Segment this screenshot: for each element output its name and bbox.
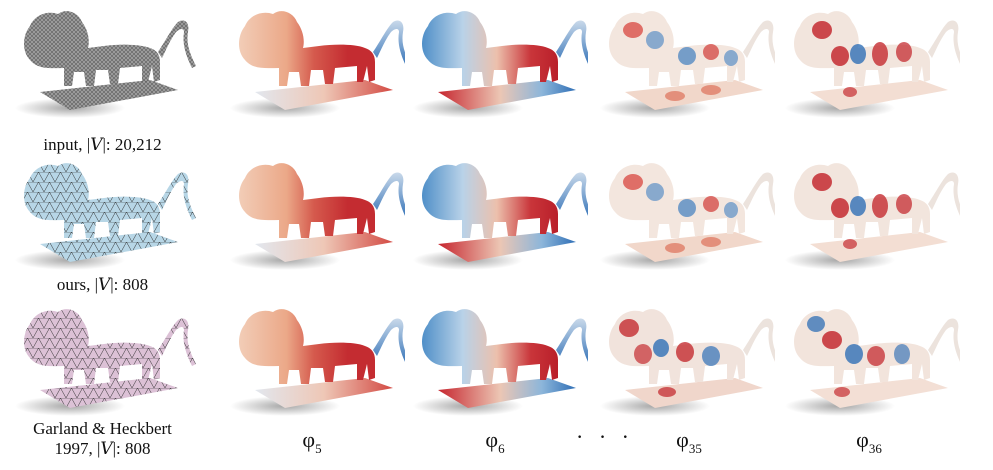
garland-heckbert-mesh-render [0, 298, 205, 428]
eigenfunction-phi35-ours [585, 152, 775, 282]
column-label-phi5: φ5 [302, 427, 322, 457]
column-label-phi35: φ35 [676, 427, 702, 457]
eigenfunction-phi35-garland [585, 298, 775, 428]
eigenfunction-phi5-garland [215, 298, 405, 428]
eigenfunction-phi6-garland [398, 298, 588, 428]
input-mesh-render [0, 0, 205, 130]
eigenfunction-phi36-input [770, 0, 960, 130]
eigenfunction-phi36-garland [770, 298, 960, 428]
ours-mesh-render [0, 152, 205, 282]
row-label-input: input, |V|: 20,212 [43, 135, 162, 155]
eigenfunction-phi6-input [398, 0, 588, 130]
ellipsis: · · · [576, 424, 634, 449]
eigenfunction-phi5-ours [215, 152, 405, 282]
eigenfunction-phi36-ours [770, 152, 960, 282]
eigenfunction-phi35-input [585, 0, 775, 130]
column-label-phi6: φ6 [485, 427, 505, 457]
column-label-phi36: φ36 [856, 427, 882, 457]
row-label-ours: ours, |V|: 808 [56, 275, 149, 295]
row-label-garland: Garland & Heckbert 1997, |V|: 808 [33, 419, 172, 459]
eigenfunction-phi6-ours [398, 152, 588, 282]
eigenfunction-phi5-input [215, 0, 405, 130]
